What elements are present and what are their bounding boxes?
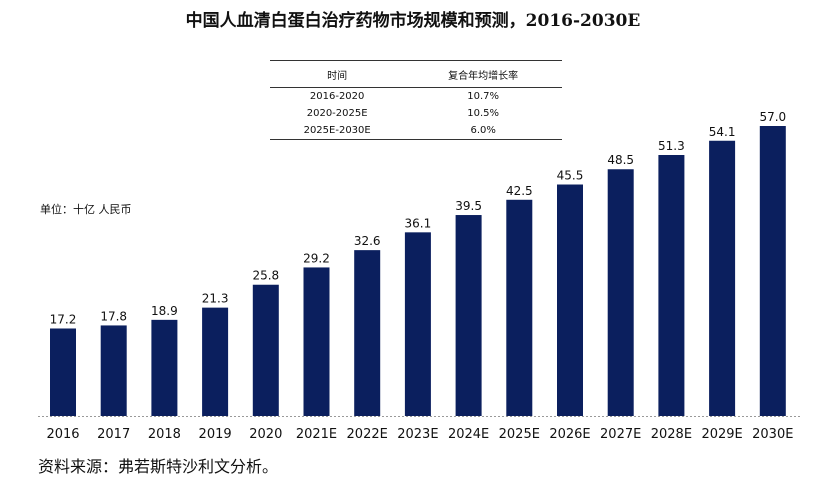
bar-2028E xyxy=(658,155,685,416)
bar-2017 xyxy=(100,325,127,416)
cagr-period: 2020-2025E xyxy=(306,108,368,119)
data-label: 57.0 xyxy=(759,110,786,124)
data-label: 39.5 xyxy=(455,199,482,213)
data-label: 32.6 xyxy=(354,234,381,248)
source-note: 资料来源：弗若斯特沙利文分析。 xyxy=(38,457,279,476)
bar-2019 xyxy=(202,307,229,416)
cagr-period: 2025E-2030E xyxy=(303,125,371,136)
x-tick-label: 2021E xyxy=(296,427,337,442)
bar-2018 xyxy=(151,319,178,416)
bar-2023E xyxy=(404,232,431,416)
bar-2027E xyxy=(607,169,634,416)
data-label: 42.5 xyxy=(506,184,533,198)
bar-2026E xyxy=(557,184,583,416)
data-label: 18.9 xyxy=(151,304,178,318)
bar-2025E xyxy=(506,199,533,416)
bar-2021E xyxy=(303,267,330,416)
x-tick-label: 2025E xyxy=(499,427,540,442)
unit-label: 单位：十亿 人民币 xyxy=(40,203,132,216)
cagr-rate: 10.7% xyxy=(467,91,500,102)
data-label: 36.1 xyxy=(405,216,432,230)
cagr-row: 2025E-2030E 6.0% xyxy=(270,122,562,140)
x-tick-label: 2020 xyxy=(249,427,282,442)
data-label: 29.2 xyxy=(303,251,330,265)
bar-2024E xyxy=(455,215,482,416)
x-tick-label: 2024E xyxy=(448,427,489,442)
x-tick-label: 2028E xyxy=(651,427,692,442)
x-tick-label: 2022E xyxy=(347,427,388,442)
bar-2030E xyxy=(759,126,786,416)
cagr-header-period: 时间 xyxy=(270,60,405,88)
data-label: 51.3 xyxy=(658,139,685,153)
x-tick-label: 2030E xyxy=(752,427,793,442)
data-label: 17.8 xyxy=(100,309,127,323)
bar-2029E xyxy=(709,140,736,416)
x-tick-label: 2017 xyxy=(97,427,130,442)
bar-2016 xyxy=(50,328,76,416)
x-tick-label: 2016 xyxy=(46,427,79,442)
x-tick-label: 2018 xyxy=(148,427,181,442)
data-label: 17.2 xyxy=(50,312,77,326)
cagr-period: 2016-2020 xyxy=(309,91,365,102)
data-label: 45.5 xyxy=(557,169,584,183)
x-tick-label: 2019 xyxy=(199,427,232,442)
x-tick-label: 2029E xyxy=(701,427,742,442)
cagr-header-rate: 复合年均增长率 xyxy=(404,60,562,88)
cagr-row: 2016-2020 10.7% xyxy=(270,88,562,106)
cagr-header-row: 时间 复合年均增长率 xyxy=(270,60,562,88)
x-tick-label: 2027E xyxy=(600,427,641,442)
data-label: 48.5 xyxy=(607,153,634,167)
data-label: 54.1 xyxy=(709,125,736,139)
cagr-row: 2020-2025E 10.5% xyxy=(270,105,562,122)
chart-title: 中国人血清白蛋白治疗药物市场规模和预测，2016-2030E xyxy=(185,11,641,31)
cagr-rate: 6.0% xyxy=(470,125,496,136)
bar-2022E xyxy=(354,250,381,416)
x-tick-label: 2026E xyxy=(549,427,590,442)
x-tick-label: 2023E xyxy=(397,427,438,442)
data-label: 21.3 xyxy=(202,292,229,306)
cagr-rate: 10.5% xyxy=(467,108,500,119)
data-label: 25.8 xyxy=(252,269,279,283)
bar-2020 xyxy=(252,284,279,416)
cagr-table: 时间 复合年均增长率 2016-2020 10.7% 2020-2025E 10… xyxy=(270,60,562,140)
